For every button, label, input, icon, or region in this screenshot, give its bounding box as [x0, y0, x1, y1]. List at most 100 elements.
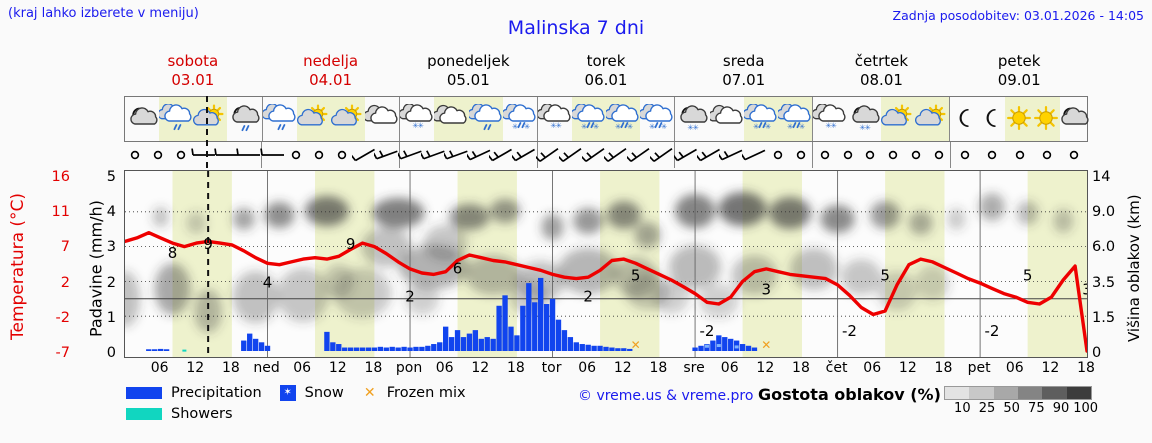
daylight-band [1027, 171, 1087, 357]
precipitation-axis-ticks: 5 4 3 2 1 0 [76, 170, 116, 361]
temperature-label: 5 [1023, 267, 1033, 285]
temperature-label: -2 [699, 322, 714, 340]
precipitation-bars [146, 277, 758, 351]
snow-markers [704, 344, 739, 349]
cloud-density-swatch [1017, 387, 1043, 399]
cloud-density-tick: 75 [1028, 401, 1045, 416]
precip-bar [383, 347, 389, 351]
wind-barb-icon [443, 142, 468, 168]
precip-bar [407, 347, 413, 351]
x-axis-tick-labels: 06 12 18 ned 06 12 18 pon 06 12 18 tor 06 12 18 sre 06 12… [124, 360, 1095, 378]
precip-bar [365, 347, 372, 351]
precip-bar [526, 283, 532, 351]
x-tick-label: 18 [1077, 360, 1095, 376]
precip-bar [371, 347, 378, 351]
x-tick-label: 12 [898, 360, 917, 376]
precip-bar [496, 305, 502, 351]
precip-bar [324, 331, 330, 351]
x-tick-label: 06 [720, 360, 739, 376]
precip-bar [472, 330, 479, 351]
day-header-3: ponedeljek 05.01 [399, 52, 537, 94]
x-tick-label: pon [395, 360, 423, 376]
temperature-label: 8 [168, 244, 178, 262]
showers-markers [182, 349, 187, 352]
precip-bar [538, 277, 544, 351]
sun-cloud-icon [915, 97, 950, 141]
precip-bar [520, 305, 526, 351]
precip-bar [359, 347, 366, 351]
cloud-blob [152, 207, 169, 227]
precip-bar [419, 346, 425, 351]
wind-day-group-4 [535, 142, 676, 168]
wind-calm-icon [1061, 142, 1088, 168]
svg-text:✳: ✳ [649, 122, 655, 131]
moon-cloud-icon [125, 97, 159, 141]
moon-icon [950, 97, 977, 141]
precip-bar [751, 347, 758, 351]
precip-bar [561, 330, 568, 351]
x-tick-label: 06 [435, 360, 454, 376]
precip-bar [585, 344, 591, 351]
x-tick-label: 12 [328, 360, 347, 376]
precip-bar [698, 345, 704, 351]
precip-bar [603, 346, 609, 351]
snow-icon: ✶ [279, 384, 296, 401]
cloud-blob [573, 208, 604, 234]
x-tick-label: 12 [756, 360, 775, 376]
menu-hint-text: (kraj lahko izberete v meniju) [8, 6, 199, 21]
precip-bar [342, 347, 348, 351]
x-tick-label: tor [541, 360, 562, 376]
cloud-snow-icon: ✳ ✳ [812, 97, 847, 141]
snow-bar [716, 344, 721, 348]
axis-tick: 3.5 [1092, 274, 1116, 291]
icon-day-group-5: ✳ ✳ ✳ ✳ ✳ ✳ [675, 97, 813, 141]
svg-text:✳: ✳ [688, 123, 694, 132]
temperature-label: 2 [405, 287, 415, 305]
snow-bar [734, 345, 739, 349]
wind-calm-icon [767, 142, 790, 168]
cloud-blob [653, 280, 690, 314]
wind-barb-icon [604, 142, 629, 168]
wind-barb-strip [124, 142, 1088, 168]
cloud-icon [365, 97, 399, 141]
sun-icon [1032, 97, 1060, 141]
day-name: sreda [722, 52, 765, 70]
cloud-blob [731, 255, 778, 295]
snow-bar [704, 344, 709, 348]
day-date: 05.01 [446, 71, 490, 89]
credit-link[interactable]: © vreme.us & vreme.pro [578, 388, 754, 404]
day-header-5: sreda 07.01 [675, 52, 813, 94]
axis-tick: 7 [60, 239, 70, 256]
day-name: petek [997, 52, 1041, 70]
wind-barb-icon [191, 142, 215, 168]
wind-day-group-6 [813, 142, 952, 168]
cloud-density-tick: 100 [1073, 401, 1099, 416]
axis-tick: 0 [1092, 345, 1102, 361]
cloud-snow-icon: ✳ ✳ [400, 97, 434, 141]
legend: Precipitation ✶ Snow ✕ Frozen mix Shower… [126, 382, 686, 432]
precipitation-swatch [126, 386, 162, 399]
icon-day-group-4: ✳ ✳ ✳ ✳ ✳ ✳ ✳ ✳ [537, 97, 676, 141]
temperature-label: 5 [880, 267, 890, 285]
precip-bar [454, 330, 461, 351]
cloud-density-tick: 90 [1052, 401, 1070, 416]
temperature-label: 9 [346, 235, 356, 253]
x-tick-label: 12 [1041, 360, 1060, 376]
moon-cloud-icon [1060, 97, 1089, 141]
cloud-density-swatch [969, 387, 994, 399]
cloud-blob [978, 193, 1005, 221]
cloud-blob [841, 259, 882, 295]
cloud-blob [769, 197, 812, 229]
wind-day-group-5 [673, 142, 814, 168]
temperature-curve [125, 231, 1087, 353]
svg-text:✳: ✳ [765, 122, 771, 131]
wind-day-group-1 [124, 142, 262, 168]
wind-barb-icon [719, 142, 744, 168]
precip-bar [502, 295, 508, 351]
cloud-blob [304, 196, 349, 226]
cloud-blob [876, 271, 917, 311]
precip-bar [478, 338, 484, 351]
svg-text:✳: ✳ [787, 122, 793, 131]
precip-bar [247, 333, 253, 351]
